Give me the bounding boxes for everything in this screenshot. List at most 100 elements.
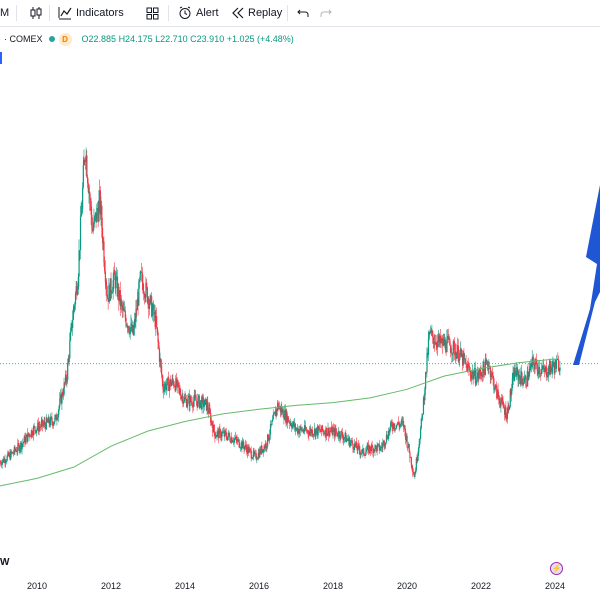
candle-body bbox=[385, 434, 388, 443]
undo-button[interactable] bbox=[297, 0, 309, 26]
candle-body bbox=[57, 417, 59, 419]
candle-body bbox=[275, 409, 277, 417]
candle-body bbox=[368, 445, 370, 453]
candle-body bbox=[558, 370, 560, 372]
candle-body bbox=[508, 405, 510, 410]
candle-body bbox=[226, 437, 228, 440]
candle-body bbox=[509, 389, 511, 407]
candle-body bbox=[4, 458, 6, 463]
candle-body bbox=[36, 428, 38, 431]
candle-body bbox=[358, 444, 360, 446]
candle-body bbox=[129, 330, 131, 334]
price-chart[interactable]: 2010 2012 2014 2016 2018 2020 2022 2024 bbox=[0, 27, 600, 600]
replay-button[interactable]: Replay bbox=[231, 0, 282, 26]
candle-body bbox=[370, 444, 373, 452]
candle-body bbox=[477, 372, 479, 379]
candle-body bbox=[415, 470, 417, 474]
candle-body bbox=[14, 447, 16, 451]
candle-body bbox=[554, 360, 556, 374]
candle-body bbox=[25, 437, 27, 444]
candle-body bbox=[163, 389, 165, 392]
candle-body bbox=[514, 367, 516, 375]
candle-body bbox=[137, 298, 139, 306]
candle-body bbox=[283, 417, 285, 420]
candle-body bbox=[253, 450, 255, 454]
candle-body bbox=[382, 443, 384, 448]
candle-body bbox=[25, 434, 28, 438]
x-axis-tick-label: 2024 bbox=[545, 581, 565, 591]
candle-body bbox=[549, 361, 551, 374]
candle-body bbox=[252, 457, 254, 459]
candle-body bbox=[416, 458, 418, 461]
indicators-button[interactable]: Indicators bbox=[58, 0, 124, 26]
candle-body bbox=[479, 369, 481, 372]
candle-body bbox=[328, 431, 331, 437]
candle-body bbox=[496, 389, 499, 399]
candle-body bbox=[296, 427, 299, 434]
candle-body bbox=[159, 358, 161, 362]
candle-body bbox=[556, 359, 558, 360]
candle-body bbox=[81, 208, 83, 215]
candle-body bbox=[295, 429, 297, 431]
candle-body bbox=[417, 455, 419, 461]
candle-body bbox=[149, 295, 151, 304]
candle-body bbox=[180, 394, 182, 399]
candle-body bbox=[134, 319, 136, 322]
candle-body bbox=[62, 394, 65, 396]
candle-body bbox=[138, 280, 141, 282]
candle-body bbox=[203, 398, 205, 408]
candle-body bbox=[332, 429, 334, 436]
candle-body bbox=[53, 422, 55, 424]
candle-body bbox=[177, 380, 179, 383]
chart-type-button[interactable] bbox=[29, 0, 43, 26]
layout-button[interactable] bbox=[146, 0, 159, 26]
lightning-icon[interactable]: ⚡ bbox=[550, 562, 563, 575]
candle-body bbox=[46, 417, 48, 422]
candle-body bbox=[125, 318, 127, 326]
candle-body bbox=[282, 409, 284, 418]
candle-body bbox=[524, 376, 526, 378]
candle-body bbox=[402, 420, 405, 428]
candle-body bbox=[18, 444, 20, 452]
candle-body bbox=[245, 444, 247, 449]
candle-body bbox=[463, 353, 465, 359]
candle-body bbox=[257, 458, 259, 460]
candle-body bbox=[493, 378, 495, 390]
candle-body bbox=[437, 335, 440, 341]
candle-body bbox=[306, 429, 308, 432]
candle-body bbox=[516, 367, 518, 377]
candle-body bbox=[2, 458, 4, 462]
candle-body bbox=[424, 389, 426, 401]
candle-body bbox=[59, 398, 61, 407]
candle-body bbox=[252, 450, 255, 458]
candle-body bbox=[100, 205, 102, 215]
candle-body bbox=[467, 364, 469, 366]
interval-button[interactable]: M bbox=[0, 0, 9, 26]
moving-average-line bbox=[0, 358, 556, 487]
candle-body bbox=[254, 452, 257, 454]
candle-body bbox=[305, 429, 307, 431]
candle-body bbox=[200, 400, 202, 403]
candle-body bbox=[204, 399, 206, 406]
candle-body bbox=[132, 325, 134, 335]
candle-body bbox=[389, 427, 391, 433]
candle-body bbox=[0, 464, 3, 466]
candle-body bbox=[404, 425, 406, 432]
candle-body bbox=[373, 449, 375, 452]
candle-body bbox=[285, 411, 287, 422]
alert-button[interactable]: Alert bbox=[178, 0, 219, 26]
candle-body bbox=[289, 422, 292, 424]
candle-body bbox=[429, 331, 431, 334]
redo-button[interactable] bbox=[320, 0, 332, 26]
market-status-dot bbox=[48, 36, 55, 42]
candle-body bbox=[307, 430, 309, 434]
candle-body bbox=[364, 454, 366, 456]
candle-body bbox=[198, 395, 200, 408]
candle-body bbox=[170, 379, 172, 387]
candle-body bbox=[45, 424, 47, 430]
candle-body bbox=[548, 366, 550, 376]
interval-badge[interactable]: D bbox=[58, 32, 72, 46]
candle-body bbox=[413, 473, 415, 477]
candle-body bbox=[498, 396, 500, 399]
candle-body bbox=[95, 212, 97, 223]
